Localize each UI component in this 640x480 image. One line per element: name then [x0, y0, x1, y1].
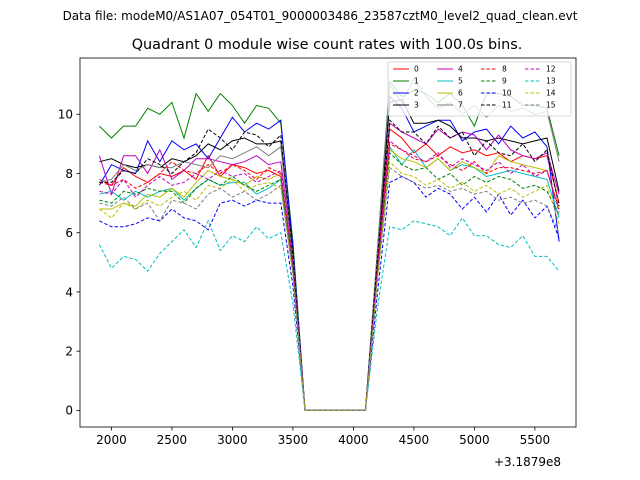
x-axis-offset-label: +3.1879e8 — [494, 455, 561, 469]
x-tick-label: 5500 — [520, 433, 551, 447]
y-axis-ticks: 0 2 4 6 8 10 — [58, 108, 80, 418]
series-line-1 — [99, 80, 560, 411]
series-line-11 — [99, 119, 560, 411]
y-tick-label: 10 — [58, 108, 73, 122]
legend-label-12: 12 — [546, 65, 556, 74]
x-tick-label: 5000 — [459, 433, 490, 447]
y-tick-label: 2 — [65, 344, 73, 358]
series-line-12 — [99, 139, 560, 411]
series-line-5 — [99, 145, 560, 411]
legend-label-10: 10 — [502, 89, 512, 98]
series-line-14 — [99, 160, 560, 411]
x-axis-ticks: 2000 2500 3000 3500 4000 4500 5000 5500 — [96, 427, 550, 447]
legend-label-14: 14 — [546, 89, 556, 98]
x-tick-label: 3000 — [217, 433, 248, 447]
plot-frame — [79, 57, 577, 428]
legend-box — [387, 61, 572, 117]
x-tick-label: 3500 — [278, 433, 309, 447]
legend-label-11: 11 — [502, 101, 512, 110]
chart-title: Quadrant 0 module wise count rates with … — [132, 37, 523, 53]
plot-area — [98, 77, 560, 411]
series-line-8 — [99, 143, 560, 411]
legend-label-1: 1 — [414, 77, 419, 86]
y-tick-label: 8 — [65, 167, 73, 181]
legend-label-8: 8 — [502, 65, 507, 74]
x-tick-label: 2000 — [96, 433, 127, 447]
legend-label-2: 2 — [414, 89, 419, 98]
series-line-13 — [98, 217, 560, 411]
legend-label-3: 3 — [414, 101, 419, 110]
legend-label-4: 4 — [458, 65, 463, 74]
x-tick-label: 4000 — [338, 433, 369, 447]
y-tick-label: 4 — [65, 285, 73, 299]
legend-label-15: 15 — [546, 101, 556, 110]
y-tick-label: 6 — [65, 226, 73, 240]
series-line-4 — [98, 122, 560, 411]
series-line-10 — [99, 175, 560, 411]
y-tick-label: 0 — [65, 404, 73, 418]
legend-label-0: 0 — [414, 65, 419, 74]
legend-label-9: 9 — [502, 77, 507, 86]
figure-suptitle: Data file: modeM0/AS1A07_054T01_90000034… — [63, 9, 578, 23]
series-line-15 — [99, 166, 560, 411]
legend-label-7: 7 — [458, 101, 463, 110]
series-line-2 — [98, 95, 560, 411]
legend-label-6: 6 — [458, 89, 463, 98]
x-tick-label: 2500 — [157, 433, 188, 447]
x-tick-label: 4500 — [399, 433, 430, 447]
legend-label-5: 5 — [458, 77, 463, 86]
legend-label-13: 13 — [546, 77, 556, 86]
